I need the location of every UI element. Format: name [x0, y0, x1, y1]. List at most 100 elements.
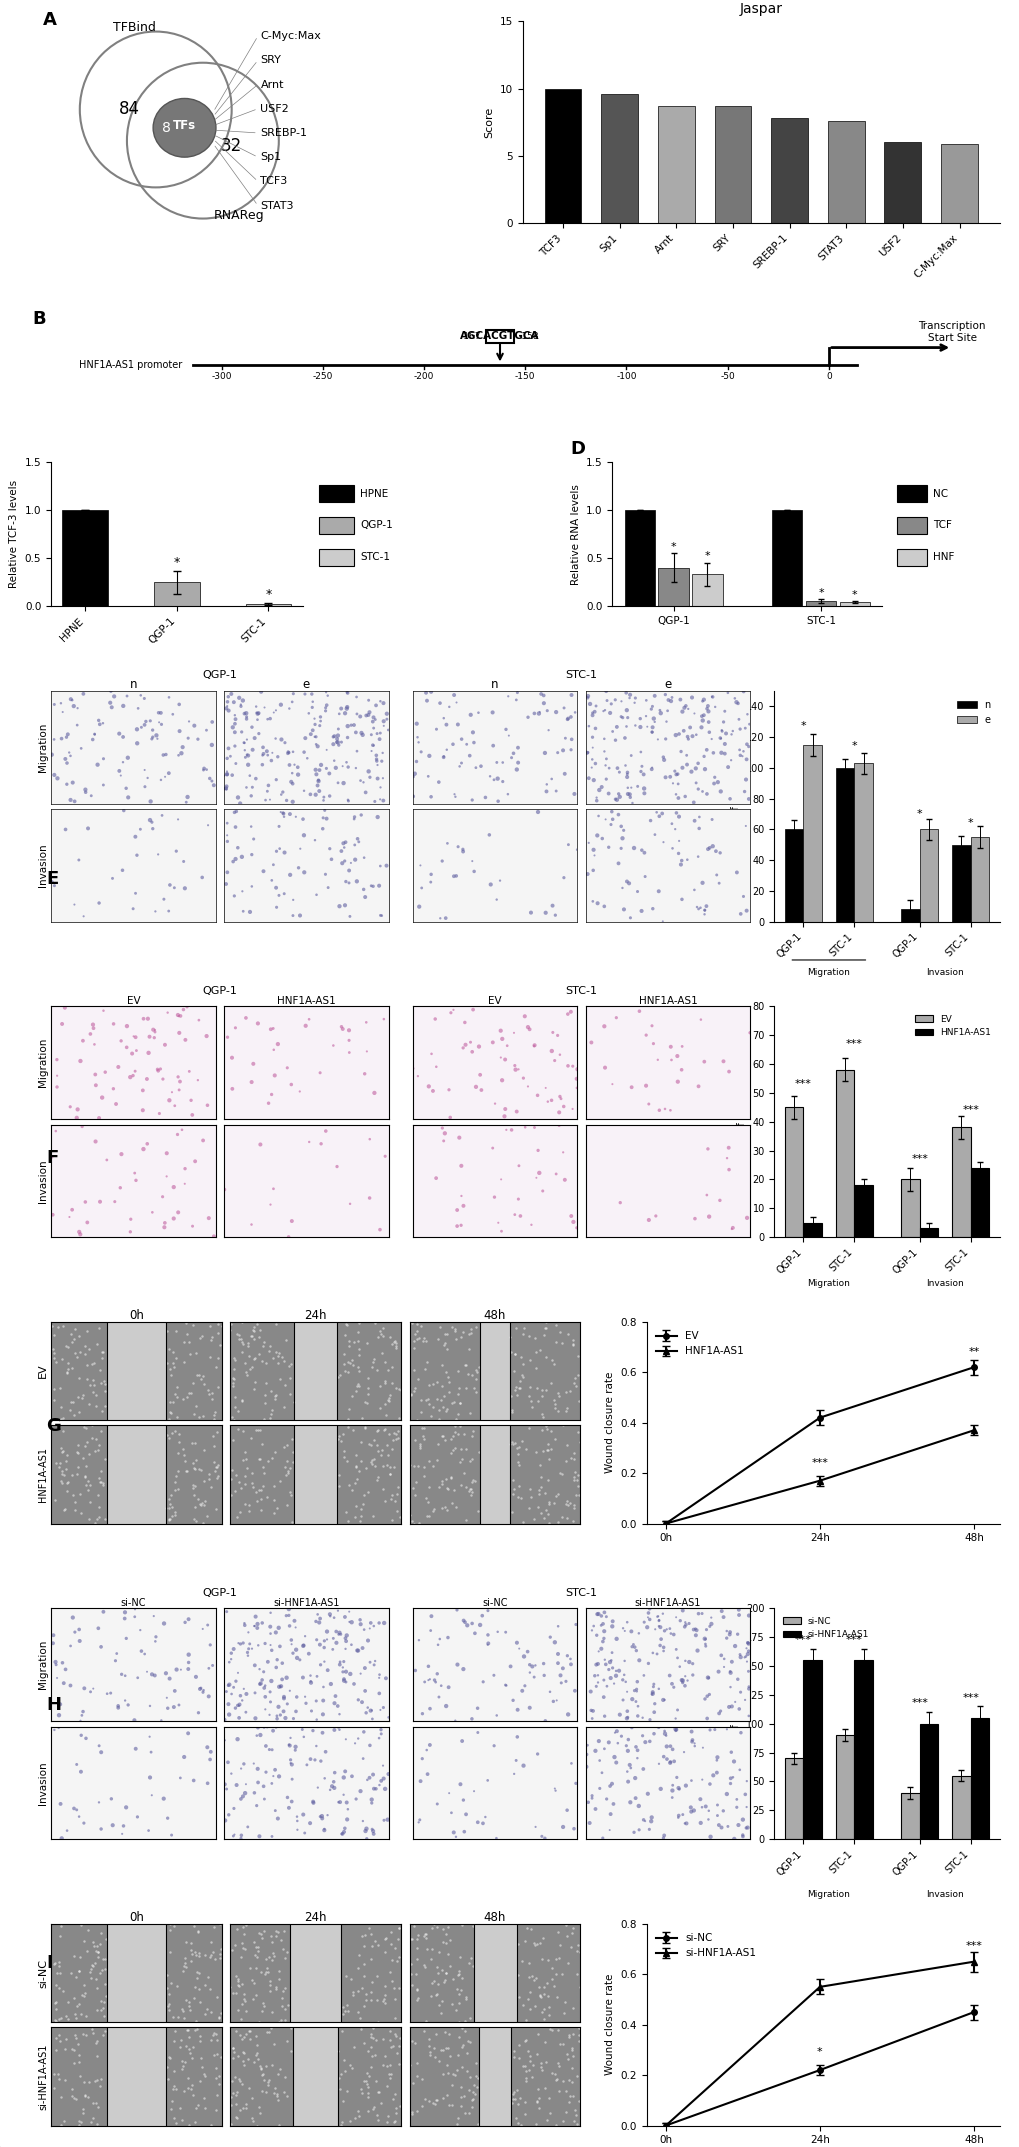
- Point: [352, 2001, 368, 2035]
- Point: [166, 1909, 182, 1943]
- Point: [362, 1123, 378, 1157]
- Point: [388, 2035, 405, 2070]
- Point: [594, 1606, 610, 1640]
- Point: [536, 2025, 552, 2059]
- Point: [353, 1443, 369, 1477]
- Point: [543, 1035, 559, 1069]
- Point: [362, 760, 378, 794]
- Point: [551, 1928, 568, 1962]
- Point: [595, 1615, 611, 1649]
- Point: [567, 1361, 583, 1396]
- Point: [527, 1988, 543, 2022]
- Text: ***: ***: [845, 1636, 862, 1645]
- Point: [304, 689, 320, 724]
- Point: [497, 1668, 514, 1703]
- Point: [356, 1477, 372, 1511]
- Point: [187, 1443, 204, 1477]
- Point: [646, 1612, 662, 1647]
- Point: [79, 1934, 96, 1969]
- Bar: [854, 1660, 872, 1840]
- Point: [698, 1612, 714, 1647]
- Point: [369, 1984, 385, 2018]
- Point: [690, 812, 706, 846]
- Point: [98, 1980, 114, 2014]
- Point: [194, 861, 210, 895]
- Point: [223, 1477, 239, 1511]
- Point: [275, 799, 291, 833]
- Point: [457, 1005, 473, 1039]
- Point: [270, 1346, 286, 1381]
- Point: [48, 1647, 64, 1681]
- Point: [500, 719, 517, 754]
- Bar: [835, 1069, 854, 1237]
- Point: [264, 1393, 280, 1428]
- Point: [679, 842, 695, 876]
- Point: [589, 1597, 605, 1632]
- Point: [610, 777, 627, 812]
- Point: [632, 754, 648, 788]
- Point: [610, 756, 627, 790]
- Point: [258, 1728, 274, 1763]
- Point: [233, 1926, 250, 1960]
- Point: [356, 1947, 372, 1982]
- Point: [248, 1977, 264, 2012]
- Point: [510, 745, 526, 779]
- Point: [677, 1660, 693, 1694]
- Point: [450, 1121, 467, 1155]
- Point: [690, 891, 706, 925]
- Point: [643, 751, 659, 786]
- Point: [283, 756, 300, 790]
- Point: [713, 713, 730, 747]
- Point: [656, 678, 673, 713]
- Point: [714, 1043, 731, 1078]
- Point: [53, 2108, 69, 2143]
- Point: [311, 709, 327, 743]
- Point: [337, 1958, 354, 1992]
- Point: [201, 1200, 217, 1235]
- Point: [452, 1469, 469, 1503]
- Point: [420, 1368, 436, 1402]
- Point: [501, 1320, 518, 1355]
- Point: [262, 1400, 278, 1434]
- Point: [475, 1664, 491, 1698]
- Point: [565, 1050, 581, 1084]
- Point: [658, 1612, 675, 1647]
- Point: [639, 709, 655, 743]
- Point: [347, 1438, 364, 1473]
- Point: [433, 2033, 449, 2068]
- Point: [207, 1396, 223, 1430]
- Point: [182, 1376, 199, 1411]
- Point: [559, 1488, 576, 1522]
- Point: [370, 2074, 386, 2108]
- Point: [44, 865, 60, 900]
- Point: [244, 1207, 260, 1241]
- Point: [439, 1621, 455, 1655]
- Point: [436, 1316, 452, 1350]
- Point: [558, 2038, 575, 2072]
- Point: [520, 1009, 536, 1043]
- Point: [287, 1632, 304, 1666]
- Point: [147, 1657, 163, 1692]
- Point: [511, 1149, 527, 1183]
- Point: [429, 1365, 445, 1400]
- Point: [467, 1464, 483, 1499]
- Point: [418, 2003, 434, 2038]
- Point: [520, 700, 536, 734]
- Point: [308, 758, 324, 792]
- Point: [357, 1385, 373, 1419]
- Point: [193, 1454, 209, 1488]
- Point: [135, 1093, 151, 1127]
- Point: [624, 1681, 640, 1715]
- Point: [445, 678, 462, 713]
- Point: [350, 822, 366, 857]
- Point: [257, 1958, 273, 1992]
- Point: [459, 728, 475, 762]
- Point: [518, 2061, 534, 2095]
- Point: [679, 719, 695, 754]
- Point: [365, 1344, 381, 1378]
- Point: [49, 762, 65, 797]
- Point: [161, 1503, 177, 1537]
- Point: [464, 2083, 480, 2117]
- Point: [377, 1986, 393, 2020]
- Point: [180, 1988, 197, 2022]
